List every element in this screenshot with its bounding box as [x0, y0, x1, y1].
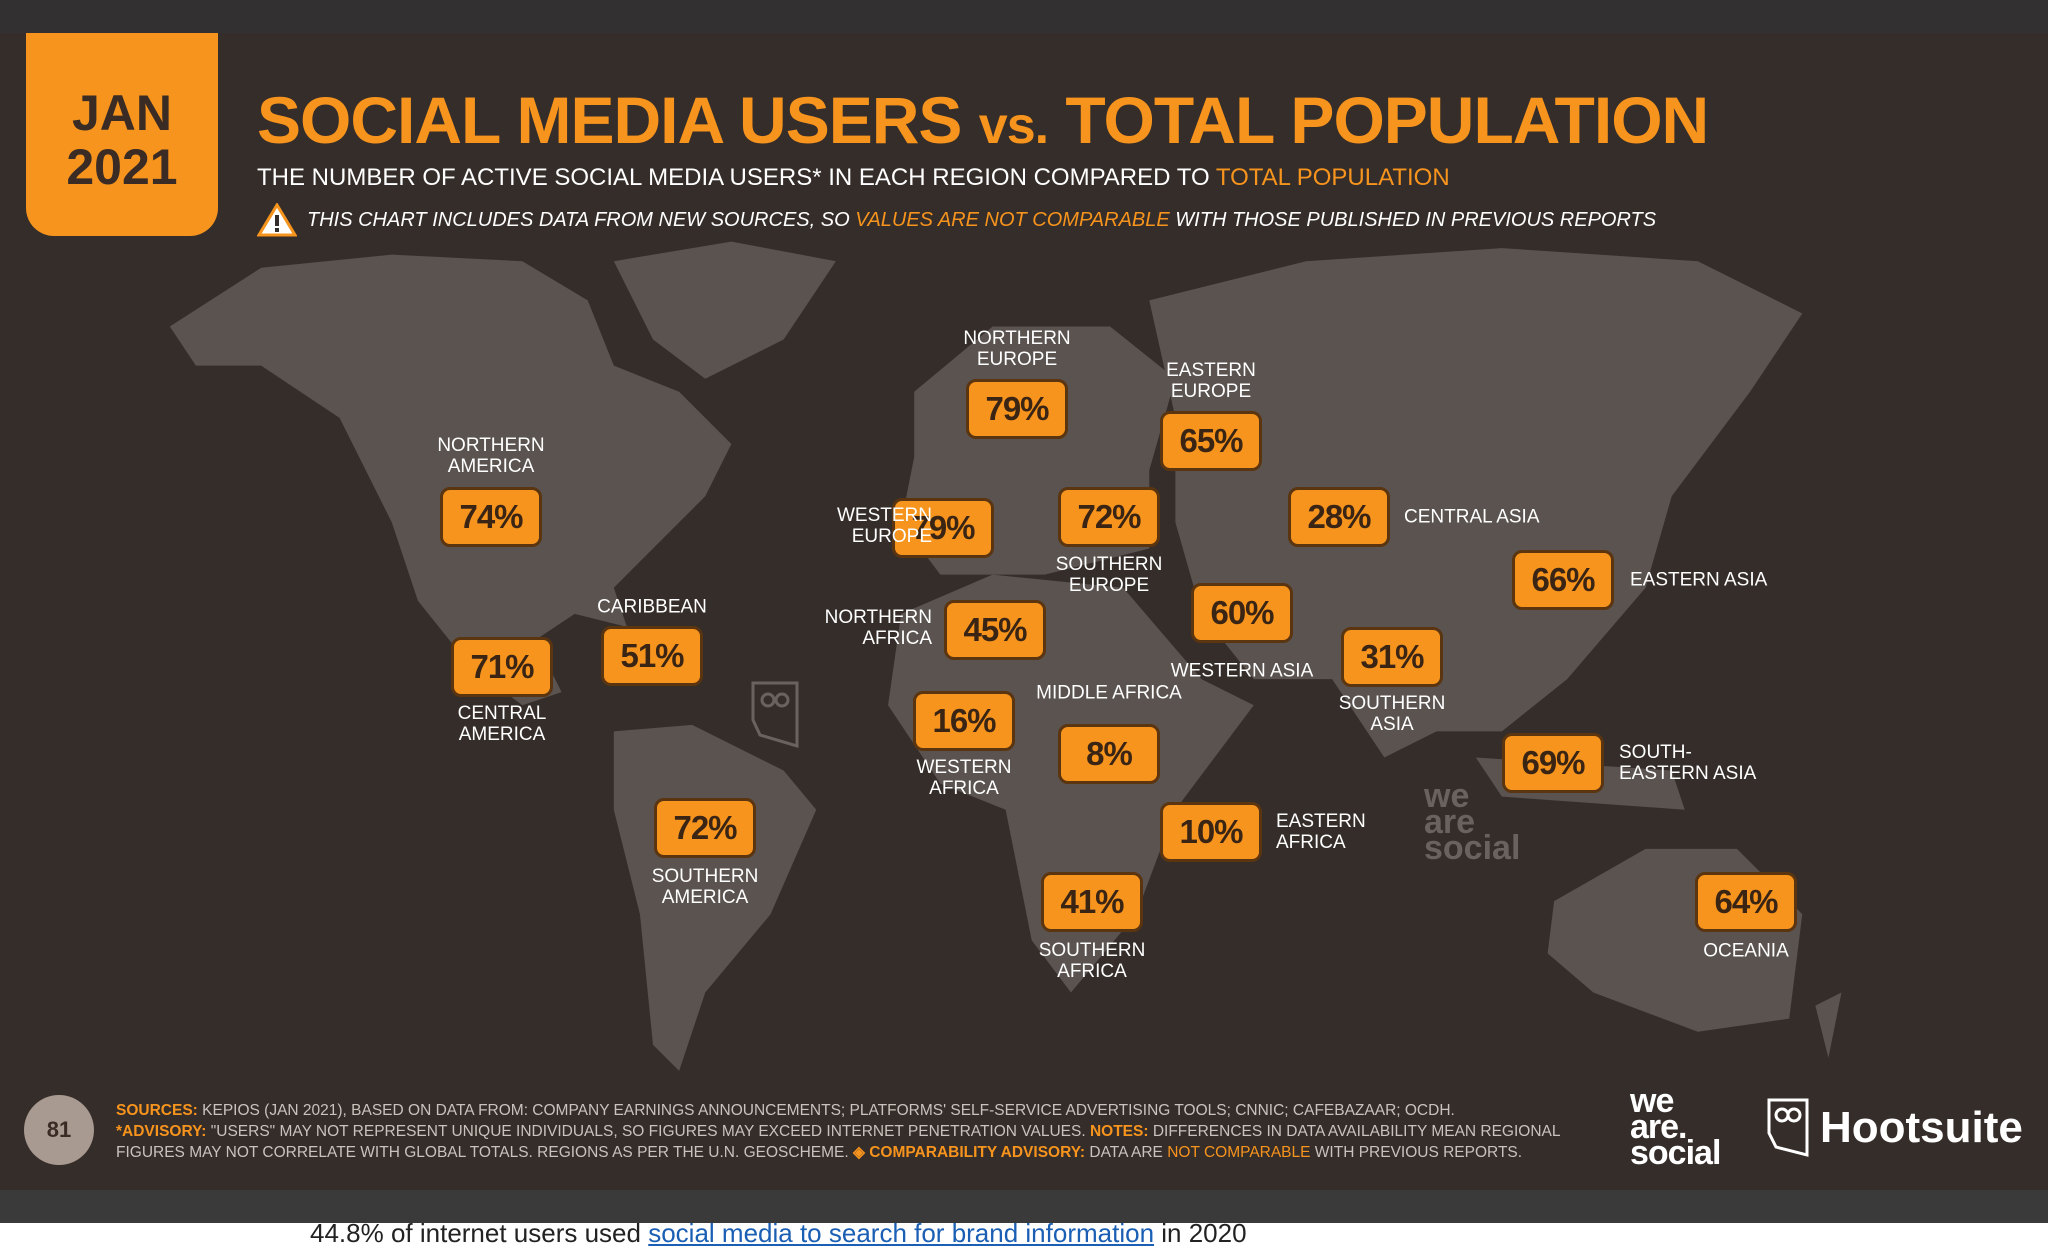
footer-notes: SOURCES: KEPIOS (JAN 2021), BASED ON DAT…: [116, 1100, 1561, 1163]
advisory-label: *ADVISORY:: [116, 1123, 207, 1140]
region-value-box: 60%: [1191, 583, 1293, 643]
region-value-box: 8%: [1058, 724, 1160, 784]
notes-text: DIFFERENCES IN DATA AVAILABILITY MEAN RE…: [1152, 1123, 1561, 1140]
region-value-box: 65%: [1160, 411, 1262, 471]
region-label: CARIBBEAN: [597, 596, 707, 618]
title-part1: SOCIAL MEDIA USERS: [257, 83, 962, 157]
region-value-box: 79%: [966, 379, 1068, 439]
date-month: JAN: [71, 84, 173, 141]
hootsuite-owl-icon: [1767, 1098, 1809, 1157]
page-number: 81: [24, 1095, 94, 1165]
region-value-box: 16%: [913, 691, 1015, 751]
region-label: SOUTHERN AMERICA: [651, 866, 759, 908]
region-value-box: 69%: [1502, 733, 1604, 793]
region-value-box: 72%: [654, 798, 756, 858]
advisory-text: "USERS" MAY NOT REPRESENT UNIQUE INDIVID…: [210, 1123, 1086, 1140]
comparability-post: WITH PREVIOUS REPORTS.: [1314, 1144, 1523, 1161]
region-label: CENTRAL ASIA: [1404, 506, 1540, 528]
date-badge: JAN 2021: [26, 33, 218, 236]
region-label: WESTERN AFRICA: [916, 757, 1012, 799]
subtitle: THE NUMBER OF ACTIVE SOCIAL MEDIA USERS*…: [257, 164, 1450, 192]
region-value-box: 10%: [1160, 802, 1262, 862]
browser-top-bar: [0, 0, 2048, 33]
region-value-box: 51%: [601, 626, 703, 686]
subtitle-text: THE NUMBER OF ACTIVE SOCIAL MEDIA USERS*…: [257, 164, 1210, 191]
region-label: SOUTHERN ASIA: [1338, 693, 1446, 735]
comparability-highlight: NOT COMPARABLE: [1167, 1144, 1311, 1161]
region-label: EASTERN AFRICA: [1276, 811, 1366, 853]
region-value-box: 31%: [1341, 627, 1443, 687]
region-label: SOUTHERN EUROPE: [1055, 554, 1163, 596]
region-label: SOUTH-EASTERN ASIA: [1619, 742, 1757, 784]
region-label: NORTHERN AMERICA: [437, 435, 545, 477]
notes-text-2: FIGURES MAY NOT CORRELATE WITH GLOBAL TO…: [116, 1144, 849, 1161]
owl-watermark-icon: [750, 680, 800, 755]
warning-note: THIS CHART INCLUDES DATA FROM NEW SOURCE…: [257, 203, 1656, 237]
land-greenland: [613, 241, 836, 379]
region-label: NORTHERN AFRICA: [824, 607, 932, 649]
region-label: EASTERN ASIA: [1630, 569, 1768, 591]
region-value-box: 72%: [1058, 487, 1160, 547]
region-label: EASTERN EUROPE: [1166, 360, 1256, 402]
region-value-box: 71%: [451, 637, 553, 697]
warning-text-post: WITH THOSE PUBLISHED IN PREVIOUS REPORTS: [1175, 208, 1657, 231]
region-label: OCEANIA: [1703, 940, 1789, 962]
we-are-social-watermark: we are social: [1424, 777, 1521, 867]
we-are-social-logo: we are. social: [1630, 1082, 1721, 1172]
notes-label: NOTES:: [1089, 1123, 1149, 1140]
region-value-box: 45%: [944, 600, 1046, 660]
land-north-america: [169, 254, 732, 706]
comparability-pre: DATA ARE: [1089, 1144, 1163, 1161]
subtitle-highlight: TOTAL POPULATION: [1215, 164, 1450, 191]
title-part2: TOTAL POPULATION: [1065, 83, 1709, 157]
region-label: WESTERN EUROPE: [837, 505, 932, 547]
region-value-box: 79%: [892, 498, 994, 558]
date-year: 2021: [66, 138, 178, 195]
region-label: SOUTHERN AFRICA: [1038, 940, 1146, 982]
region-value-box: 28%: [1288, 487, 1390, 547]
land-asia: [1149, 248, 1803, 758]
region-label: NORTHERN EUROPE: [963, 328, 1071, 370]
viewer-bottom-bar: [0, 1190, 2048, 1223]
comparability-label: ◈ COMPARABILITY ADVISORY:: [852, 1144, 1086, 1161]
warning-triangle-icon: [257, 203, 297, 237]
page-title: SOCIAL MEDIA USERS vs. TOTAL POPULATION: [257, 82, 1709, 158]
region-value-box: 64%: [1695, 872, 1797, 932]
region-label: WESTERN ASIA: [1170, 660, 1314, 682]
article-text-pre: 44.8% of internet users used: [310, 1218, 641, 1248]
region-value-box: 74%: [440, 487, 542, 547]
article-link[interactable]: social media to search for brand informa…: [648, 1218, 1155, 1248]
hootsuite-wordmark: Hootsuite: [1820, 1103, 2023, 1152]
article-text-post: in 2020: [1161, 1218, 1247, 1248]
region-label: CENTRAL AMERICA: [457, 703, 547, 745]
sources-label: SOURCES:: [116, 1102, 198, 1119]
warning-highlight: VALUES ARE NOT COMPARABLE: [855, 208, 1170, 231]
land-new-zealand: [1815, 992, 1842, 1058]
hootsuite-logo: Hootsuite: [1766, 1097, 2023, 1159]
region-value-box: 66%: [1512, 550, 1614, 610]
sources-text: KEPIOS (JAN 2021), BASED ON DATA FROM: C…: [202, 1102, 1455, 1119]
warning-text: THIS CHART INCLUDES DATA FROM NEW SOURCE…: [307, 208, 850, 231]
region-label: MIDDLE AFRICA: [1036, 682, 1182, 704]
region-value-box: 41%: [1041, 872, 1143, 932]
title-vs: vs.: [978, 97, 1049, 155]
